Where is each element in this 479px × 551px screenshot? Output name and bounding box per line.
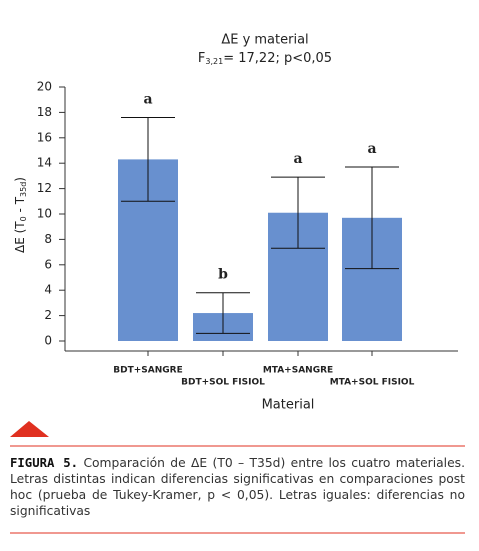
y-label-sub: 35d xyxy=(19,182,28,197)
caption-text: Comparación de ΔE (T0 – T35d) entre los … xyxy=(10,456,465,518)
significance-letter: a xyxy=(367,141,376,157)
x-tick-label: MTA+SOL FISIOL xyxy=(330,378,415,388)
decor-triangle xyxy=(10,421,49,437)
y-label-part: ΔE (T xyxy=(13,221,27,253)
y-label-part: ) xyxy=(13,177,27,182)
y-tick-label: 8 xyxy=(44,232,52,246)
subtitle-rest: = 17,22; p<0,05 xyxy=(223,51,332,66)
significance-letter: a xyxy=(143,91,152,107)
y-tick-label: 10 xyxy=(37,207,52,221)
subtitle-main: F xyxy=(198,51,205,66)
caption: FIGURA 5. Comparación de ΔE (T0 – T35d) … xyxy=(10,455,465,519)
y-axis-label: ΔE (T0 - T35d) xyxy=(13,177,28,253)
y-label-sub: 0 xyxy=(19,216,28,221)
x-axis-label: Material xyxy=(262,398,315,413)
significance-letter: a xyxy=(293,151,302,167)
chart-subtitle: F3,21= 17,22; p<0,05 xyxy=(198,51,332,66)
x-tick-label: MTA+SANGRE xyxy=(263,366,333,376)
y-tick-label: 16 xyxy=(37,130,52,144)
y-tick-label: 0 xyxy=(44,334,52,348)
caption-label: FIGURA 5. xyxy=(10,456,79,470)
y-tick-label: 6 xyxy=(44,257,52,271)
x-tick-label: BDT+SANGRE xyxy=(113,366,182,376)
y-label-part: - T xyxy=(13,196,27,216)
y-tick-label: 20 xyxy=(37,80,52,94)
significance-letter: b xyxy=(218,267,228,283)
y-tick-label: 18 xyxy=(37,105,52,119)
y-tick-label: 14 xyxy=(37,156,52,170)
y-tick-label: 12 xyxy=(37,181,52,195)
x-tick-label: BDT+SOL FISIOL xyxy=(181,378,265,388)
subtitle-sub: 3,21 xyxy=(205,57,223,66)
y-tick-label: 2 xyxy=(44,308,52,322)
y-tick-label: 4 xyxy=(44,283,52,297)
chart-title: ΔE y material xyxy=(221,33,308,48)
